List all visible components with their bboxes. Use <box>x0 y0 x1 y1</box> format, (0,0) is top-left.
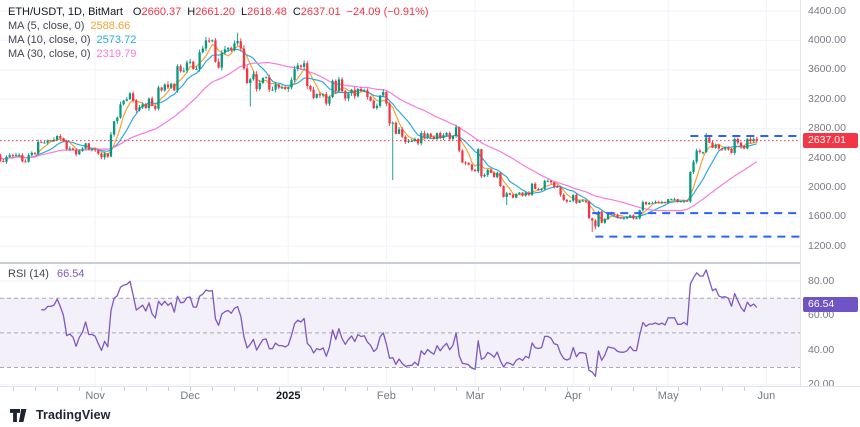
minor-tick <box>278 387 280 391</box>
change-value: −24.09 (−0.91%) <box>346 6 429 18</box>
month-label: May <box>657 390 679 402</box>
minor-tick <box>145 387 147 391</box>
minor-tick <box>345 387 347 391</box>
bottom-strip: TradingView <box>0 404 860 427</box>
minor-tick <box>323 387 325 391</box>
high-value: H2661.20 <box>187 6 235 18</box>
ma5-value: 2588.66 <box>90 20 131 32</box>
ma30-legend-row[interactable]: MA (30, close, 0) 2319.79 <box>8 48 137 60</box>
minor-tick <box>389 387 391 391</box>
pane-separator[interactable] <box>0 262 860 264</box>
price-pane[interactable] <box>0 0 800 264</box>
ma10-value: 2573.72 <box>96 34 137 46</box>
rsi-value: 66.54 <box>56 268 85 280</box>
minor-tick <box>433 387 435 391</box>
minor-tick <box>456 387 458 391</box>
rsi-value-badge: 66.54 <box>803 296 858 312</box>
minor-tick <box>566 387 568 391</box>
open-value: O2660.37 <box>132 6 182 18</box>
price-tick-label: 2000.00 <box>808 180 846 193</box>
rsi-tick-label: 60.00 <box>808 309 835 322</box>
rsi-tick-label: 40.00 <box>808 343 835 356</box>
ma30-value: 2319.79 <box>96 48 137 60</box>
minor-tick <box>611 387 613 391</box>
month-label: Nov <box>85 390 105 402</box>
tradingview-logo-text: TradingView <box>36 408 111 422</box>
minor-tick <box>544 387 546 391</box>
minor-tick <box>722 387 723 391</box>
minor-tick <box>655 387 657 391</box>
minor-tick <box>478 387 480 391</box>
month-label: Dec <box>180 390 200 402</box>
low-value: L2618.48 <box>240 6 287 18</box>
minor-tick <box>677 387 679 391</box>
minor-tick <box>101 387 103 391</box>
minor-tick <box>699 387 701 391</box>
ma5-legend-row[interactable]: MA (5, close, 0) 2588.66 <box>8 20 131 32</box>
month-label: 2025 <box>276 390 301 402</box>
price-tick-label: 3600.00 <box>808 63 846 76</box>
price-tick-label: 3200.00 <box>808 92 846 105</box>
tradingview-logo[interactable]: TradingView <box>10 408 111 422</box>
rsi-line <box>41 269 758 377</box>
month-label: Feb <box>376 390 396 402</box>
price-axis[interactable]: 2637.01 66.54 4400.00 4000.00 3600.00 3200.… <box>800 0 860 404</box>
minor-tick <box>34 387 36 391</box>
minor-tick <box>589 387 591 391</box>
minor-tick <box>212 387 214 391</box>
price-tick-label: 4400.00 <box>808 4 846 17</box>
minor-tick <box>744 387 746 391</box>
rsi-legend-row[interactable]: RSI (14) 66.54 <box>8 268 85 280</box>
close-value: C2637.01 <box>292 6 341 18</box>
minor-tick <box>633 387 635 391</box>
price-tick-label: 1600.00 <box>808 210 846 223</box>
minor-tick <box>522 387 524 391</box>
price-tick-label: 2800.00 <box>808 122 846 135</box>
minor-tick <box>500 387 502 391</box>
ma10-legend-row[interactable]: MA (10, close, 0) 2573.72 <box>8 34 137 46</box>
ma30-line <box>0 61 758 212</box>
minor-tick <box>123 387 125 391</box>
price-tick-label: 4000.00 <box>808 33 846 46</box>
symbol-title[interactable]: ETH/USDT, 1D, BitMart <box>8 6 123 18</box>
time-axis[interactable]: Nov Dec 2025 Feb Mar Apr May Jun <box>0 386 860 405</box>
symbol-row[interactable]: ETH/USDT, 1D, BitMart O2660.37 H2661.20 L26… <box>8 5 429 19</box>
month-label: Mar <box>465 390 485 402</box>
legend: ETH/USDT, 1D, BitMart O2660.37 H2661.20 L26… <box>8 5 429 61</box>
minor-tick <box>57 387 59 391</box>
minor-tick <box>12 387 14 391</box>
price-tick-label: 2400.00 <box>808 151 846 164</box>
rsi-pane[interactable] <box>0 265 800 386</box>
minor-tick <box>167 387 169 391</box>
minor-tick <box>234 387 236 391</box>
minor-tick <box>367 387 369 391</box>
rsi-tick-label: 80.00 <box>808 274 835 287</box>
minor-tick <box>300 387 302 391</box>
current-price-badge: 2637.01 <box>803 133 858 149</box>
price-tick-label: 1200.00 <box>808 239 846 252</box>
minor-tick <box>256 387 258 391</box>
tradingview-logo-icon <box>10 408 27 422</box>
minor-tick <box>190 387 192 391</box>
minor-tick <box>79 387 81 391</box>
month-label: Jun <box>757 390 776 402</box>
month-label: Apr <box>564 390 582 402</box>
minor-tick <box>411 387 413 391</box>
